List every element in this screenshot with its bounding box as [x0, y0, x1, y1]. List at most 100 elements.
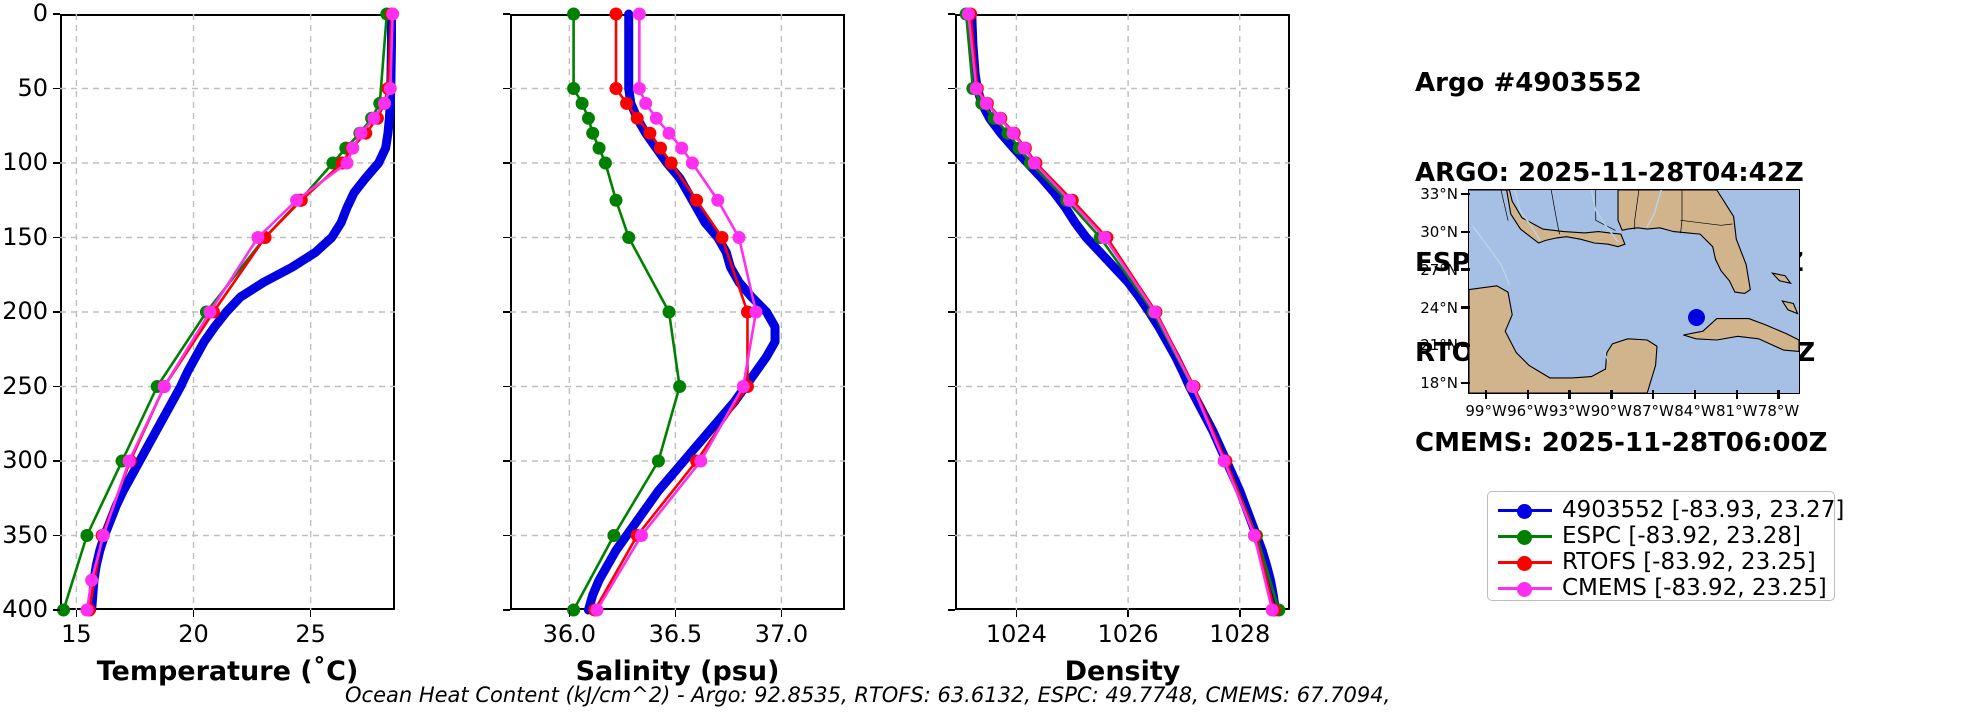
y-tick-mark	[948, 236, 955, 239]
depth-tick-label: 300	[2, 446, 48, 474]
legend-row-cmems[interactable]: CMEMS [-83.92, 23.25]	[1498, 575, 1827, 601]
x-tick-mark	[192, 610, 195, 617]
salinity-axis-title: Salinity (psu)	[575, 656, 780, 687]
map-lat-tick	[1461, 381, 1470, 385]
x-tick-mark	[1127, 610, 1129, 617]
x-tick-label: 1028	[1209, 620, 1271, 648]
x-tick-label: 25	[295, 620, 326, 648]
salinity-plot-area	[510, 7, 845, 617]
location-map[interactable]	[1468, 189, 1800, 394]
map-lon-tick	[1777, 390, 1780, 399]
float-position-marker	[1688, 309, 1706, 327]
map-lon-tick	[1651, 390, 1655, 399]
map-lon-label: 78°W	[1757, 402, 1800, 420]
x-tick-mark	[1238, 610, 1241, 617]
legend-swatch-rtofs	[1498, 552, 1552, 572]
map-lon-label: 84°W	[1674, 402, 1716, 420]
y-tick-mark	[503, 460, 510, 462]
legend-label-rtofs: RTOFS [-83.92, 23.25]	[1562, 549, 1816, 575]
density-panel	[955, 7, 1290, 617]
series-legend: 4903552 [-83.93, 23.27] ESPC [-83.92, 23…	[1487, 491, 1844, 601]
map-lat-label: 30°N	[1420, 222, 1458, 241]
y-tick-mark	[948, 87, 955, 90]
ocean-heat-content-caption: Ocean Heat Content (kJ/cm^2) - Argo: 92.…	[345, 683, 1391, 707]
y-tick-mark	[503, 311, 510, 313]
x-tick-mark	[568, 610, 571, 617]
map-lat-label: 27°N	[1420, 260, 1458, 279]
map-lat-tick	[1461, 230, 1470, 234]
y-tick-mark	[53, 534, 60, 537]
map-lon-label: 96°W	[1507, 402, 1549, 420]
x-tick-mark	[780, 610, 783, 617]
y-tick-mark	[53, 13, 60, 15]
y-tick-mark	[948, 13, 955, 15]
temperature-axis-title: Temperature (˚C)	[96, 656, 359, 687]
x-tick-mark	[674, 610, 677, 617]
depth-tick-label: 250	[2, 371, 48, 400]
y-tick-mark	[948, 609, 955, 611]
map-lon-tick	[1526, 390, 1530, 399]
legend-row-rtofs[interactable]: RTOFS [-83.92, 23.25]	[1498, 549, 1816, 575]
y-tick-mark	[948, 534, 955, 537]
y-tick-mark	[503, 534, 510, 537]
x-tick-mark	[1015, 610, 1018, 617]
density-axis-title: Density	[1064, 656, 1181, 687]
x-tick-mark	[309, 610, 312, 617]
map-lon-label: 99°W	[1465, 402, 1507, 420]
legend-swatch-cmems	[1498, 578, 1552, 598]
y-tick-mark	[53, 236, 60, 239]
y-tick-mark	[948, 385, 955, 388]
header-line-cmems-time: CMEMS: 2025-11-28T06:00Z	[1415, 428, 1828, 458]
y-tick-mark	[53, 609, 60, 611]
header-line-argo-id: Argo #4903552	[1415, 68, 1642, 98]
y-tick-mark	[503, 609, 510, 611]
map-lat-tick	[1461, 268, 1470, 271]
depth-tick-label: 350	[2, 520, 48, 549]
salinity-panel	[510, 7, 845, 617]
y-tick-mark	[948, 162, 955, 164]
x-tick-label: 1026	[1097, 620, 1159, 648]
depth-tick-label: 200	[2, 297, 48, 325]
map-coastline	[1469, 190, 1799, 393]
legend-label-argo: 4903552 [-83.93, 23.27]	[1562, 497, 1845, 523]
x-tick-mark	[75, 610, 78, 617]
map-lon-label: 93°W	[1548, 402, 1591, 420]
map-lon-label: 81°W	[1716, 402, 1758, 420]
y-tick-mark	[948, 311, 955, 313]
depth-tick-label: 50	[17, 73, 48, 102]
map-lon-tick	[1484, 390, 1488, 399]
map-lat-label: 33°N	[1420, 185, 1458, 204]
header-line-argo-time: ARGO: 2025-11-28T04:42Z	[1415, 158, 1804, 188]
depth-tick-label: 0	[32, 0, 48, 27]
map-lon-tick	[1610, 390, 1613, 399]
y-tick-mark	[948, 460, 955, 462]
map-lat-tick	[1461, 306, 1470, 309]
y-tick-mark	[503, 87, 510, 90]
y-tick-mark	[53, 460, 60, 462]
map-lon-tick	[1735, 390, 1738, 399]
x-tick-label: 36.0	[542, 620, 597, 648]
map-lon-label: 90°W	[1590, 402, 1633, 420]
y-tick-mark	[503, 162, 510, 164]
legend-label-cmems: CMEMS [-83.92, 23.25]	[1562, 575, 1827, 601]
y-tick-mark	[503, 13, 510, 15]
y-tick-mark	[503, 236, 510, 239]
x-tick-label: 36.5	[648, 620, 703, 648]
legend-swatch-argo	[1498, 500, 1552, 520]
temperature-plot-area	[57, 7, 400, 617]
legend-swatch-espc	[1498, 526, 1552, 546]
map-lon-tick	[1568, 390, 1571, 399]
x-tick-label: 15	[61, 620, 92, 648]
depth-tick-label: 100	[2, 148, 48, 176]
depth-tick-label: 400	[2, 595, 48, 623]
legend-label-espc: ESPC [-83.92, 23.28]	[1562, 523, 1801, 549]
temperature-panel	[57, 7, 400, 617]
map-lat-label: 21°N	[1420, 336, 1458, 355]
x-tick-label: 1024	[985, 620, 1047, 648]
legend-row-argo[interactable]: 4903552 [-83.93, 23.27]	[1498, 497, 1844, 523]
map-lat-label: 18°N	[1420, 374, 1458, 393]
y-tick-mark	[53, 162, 60, 164]
density-plot-area	[955, 7, 1290, 617]
legend-row-espc[interactable]: ESPC [-83.92, 23.28]	[1498, 523, 1801, 549]
